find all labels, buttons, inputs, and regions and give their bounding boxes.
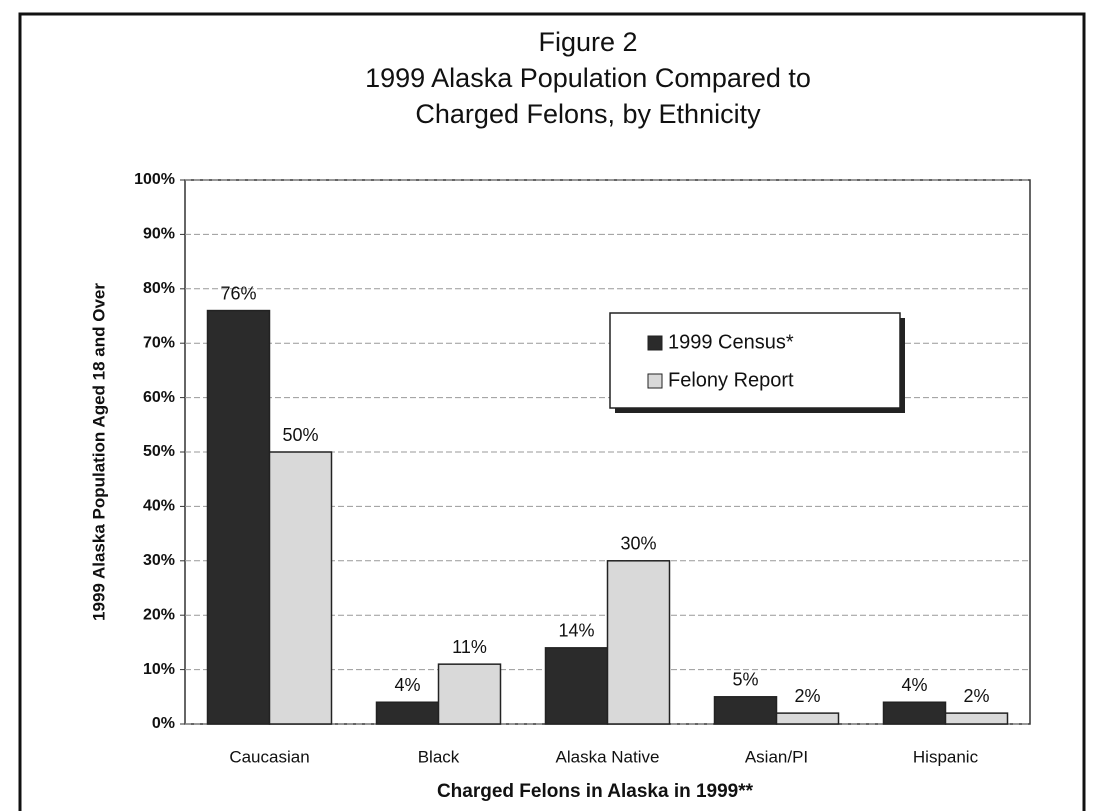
bar — [437, 663, 502, 725]
x-tick-label: Asian/PI — [745, 747, 808, 766]
x-tick-label: Alaska Native — [556, 747, 660, 766]
y-tick-label: 20% — [143, 606, 175, 623]
x-tick-label: Black — [418, 747, 460, 766]
value-label: 14% — [558, 621, 594, 641]
chart-subtitle: 1999 Alaska Population Compared to — [365, 63, 811, 93]
value-label: 2% — [963, 686, 989, 706]
bar — [375, 701, 440, 725]
chart-subtitle: Charged Felons, by Ethnicity — [415, 99, 761, 129]
value-label: 5% — [732, 670, 758, 690]
bar — [944, 712, 1009, 725]
frame — [18, 12, 1086, 811]
y-tick-label: 100% — [134, 171, 175, 188]
y-tick-label: 30% — [143, 552, 175, 569]
legend-swatch — [647, 373, 663, 389]
y-tick-label: 50% — [143, 443, 175, 460]
bar — [606, 560, 671, 725]
value-label: 30% — [620, 534, 656, 554]
value-label: 50% — [282, 425, 318, 445]
legend-label: 1999 Census* — [668, 331, 794, 353]
value-label: 4% — [394, 675, 420, 695]
legend-label: Felony Report — [668, 369, 794, 391]
value-label: 11% — [452, 637, 487, 657]
legend-swatch — [647, 335, 663, 351]
bar — [882, 701, 947, 725]
legend — [609, 312, 901, 409]
chart-title: Figure 2 — [538, 27, 637, 57]
x-tick-label: Caucasian — [229, 747, 309, 766]
bar — [544, 647, 609, 725]
value-label: 4% — [901, 675, 927, 695]
bar — [713, 696, 778, 725]
bar — [268, 451, 333, 725]
y-tick-label: 80% — [143, 280, 175, 297]
y-tick-label: 60% — [143, 389, 175, 406]
y-tick-label: 70% — [143, 334, 175, 351]
y-tick-label: 10% — [143, 661, 175, 678]
y-tick-label: 0% — [152, 715, 175, 732]
bar — [775, 712, 840, 725]
value-label: 76% — [220, 283, 256, 303]
y-tick-label: 90% — [143, 226, 175, 243]
bar — [206, 309, 271, 725]
x-tick-label: Hispanic — [913, 747, 979, 766]
y-tick-label: 40% — [143, 498, 175, 515]
x-axis-label: Charged Felons in Alaska in 1999** — [437, 781, 754, 802]
value-label: 2% — [794, 686, 820, 706]
y-axis-label: 1999 Alaska Population Aged 18 and Over — [89, 283, 108, 621]
